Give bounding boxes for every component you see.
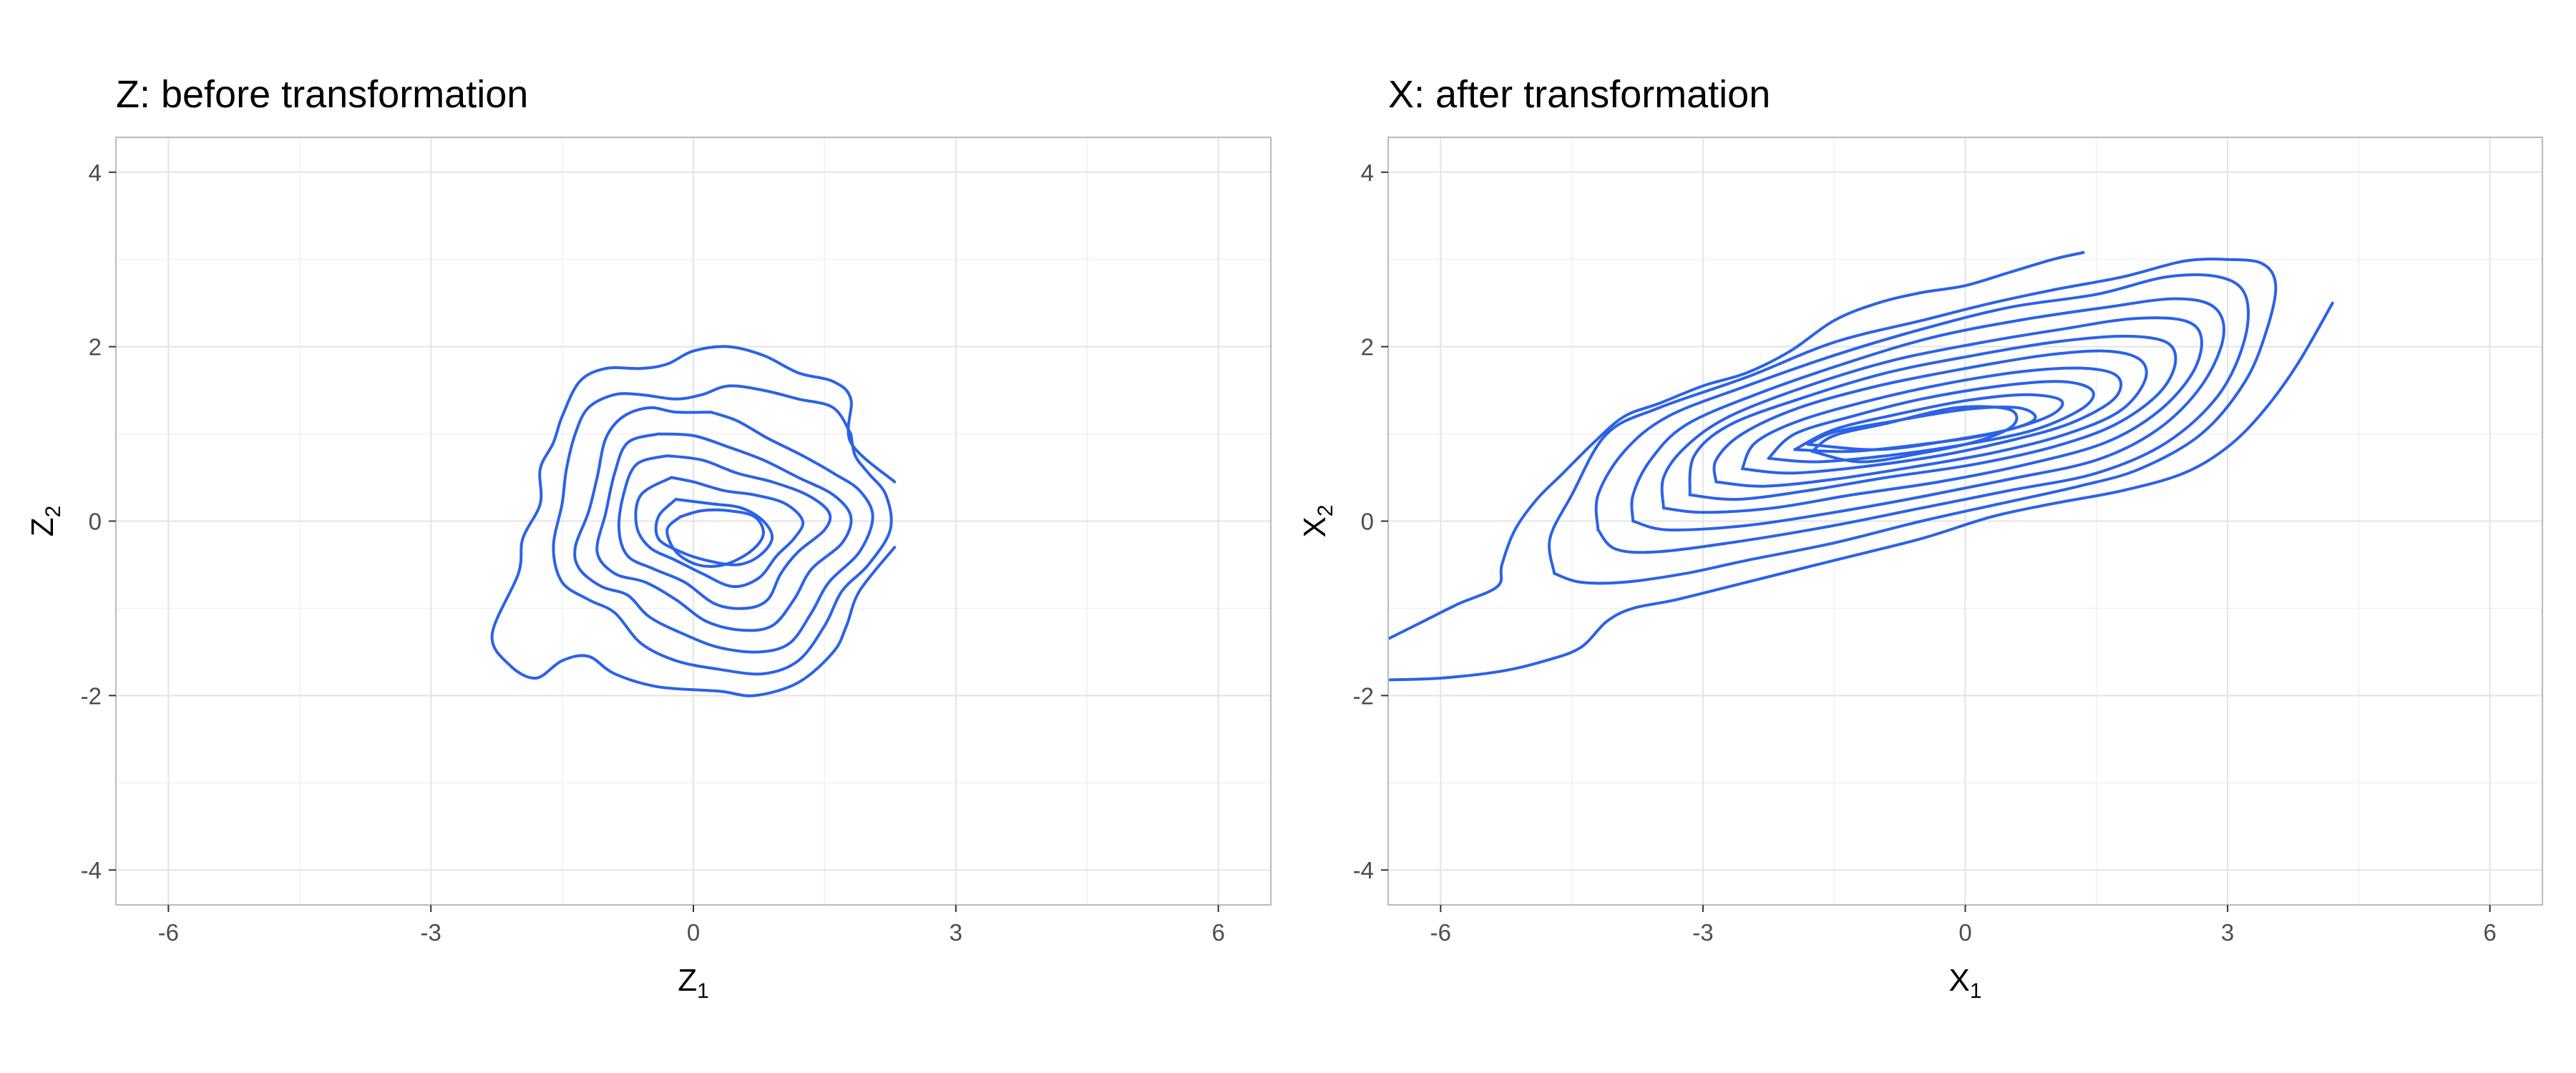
x-axis-title: Z1 bbox=[678, 963, 709, 1003]
y-tick-label: 2 bbox=[89, 334, 102, 361]
x-tick-label: -3 bbox=[1692, 919, 1713, 946]
y-tick-label: -4 bbox=[1353, 857, 1374, 883]
x-tick-label: 3 bbox=[950, 919, 962, 946]
panel-title: Z: before transformation bbox=[116, 73, 528, 116]
contour-line-2 bbox=[552, 384, 893, 676]
x-tick-label: 0 bbox=[1958, 919, 1971, 946]
contour-line-7 bbox=[654, 498, 774, 567]
y-axis-title: Z2 bbox=[25, 506, 65, 537]
y-tick-label: 4 bbox=[1361, 160, 1374, 186]
contour-line-3 bbox=[1548, 258, 2278, 585]
y-tick-label: 4 bbox=[89, 160, 102, 186]
x-axis: -6 -3 0 3 6 bbox=[158, 905, 1225, 946]
contour-line-8 bbox=[665, 508, 765, 568]
y-tick-label: -2 bbox=[81, 682, 102, 709]
x-axis-title: X1 bbox=[1948, 963, 1981, 1003]
major-grid bbox=[116, 137, 1271, 905]
y-axis: -4 -2 0 2 4 bbox=[81, 160, 116, 883]
y-tick-label: 2 bbox=[1361, 334, 1374, 361]
x-tick-label: 6 bbox=[1211, 919, 1224, 946]
panel-1: -6 -3 0 3 6 -4 -2 0 2 4 Z: before transformation Z1… bbox=[25, 73, 1272, 1003]
contour-lines bbox=[1388, 251, 2334, 682]
contour-line-13 bbox=[1810, 405, 2019, 464]
contour-line-3 bbox=[573, 406, 874, 654]
x-tick-label: -6 bbox=[1430, 919, 1451, 946]
contour-line-10 bbox=[1767, 380, 2095, 464]
x-tick-label: -6 bbox=[158, 919, 179, 946]
contour-line-4 bbox=[1594, 273, 2250, 554]
y-tick-label: -2 bbox=[1353, 682, 1374, 709]
y-axis: -4 -2 0 2 4 bbox=[1353, 160, 1388, 883]
contour-line-4 bbox=[595, 432, 853, 632]
y-axis-title: X2 bbox=[1297, 504, 1337, 537]
contour-line-8 bbox=[1712, 349, 2148, 488]
contour-line-9 bbox=[1740, 366, 2123, 475]
panel-title: X: after transformation bbox=[1388, 73, 1770, 116]
y-tick-label: 0 bbox=[89, 509, 102, 535]
x-axis: -6 -3 0 3 6 bbox=[1430, 905, 2497, 946]
contour-line-6 bbox=[1660, 316, 2203, 514]
x-tick-label: 6 bbox=[2484, 919, 2497, 946]
contour-line-1 bbox=[490, 345, 897, 697]
y-tick-label: -4 bbox=[81, 857, 102, 883]
x-tick-label: -3 bbox=[421, 919, 441, 946]
contour-line-6 bbox=[634, 476, 805, 588]
y-tick-label: 0 bbox=[1361, 509, 1374, 535]
contour-line-7 bbox=[1688, 335, 2177, 501]
contour-line-1 bbox=[1388, 251, 2085, 641]
contour-line-2 bbox=[1388, 301, 2334, 682]
contour-line-5 bbox=[1630, 297, 2225, 531]
x-tick-label: 0 bbox=[687, 919, 700, 946]
panel-2: -6 -3 0 3 6 -4 -2 0 2 4 X: after transformation X1 X… bbox=[1297, 73, 2544, 1003]
major-grid bbox=[1388, 137, 2542, 905]
contour-line-5 bbox=[617, 454, 832, 610]
contour-lines bbox=[490, 345, 897, 697]
contour-line-12 bbox=[1806, 406, 2037, 451]
x-tick-label: 3 bbox=[2221, 919, 2234, 946]
